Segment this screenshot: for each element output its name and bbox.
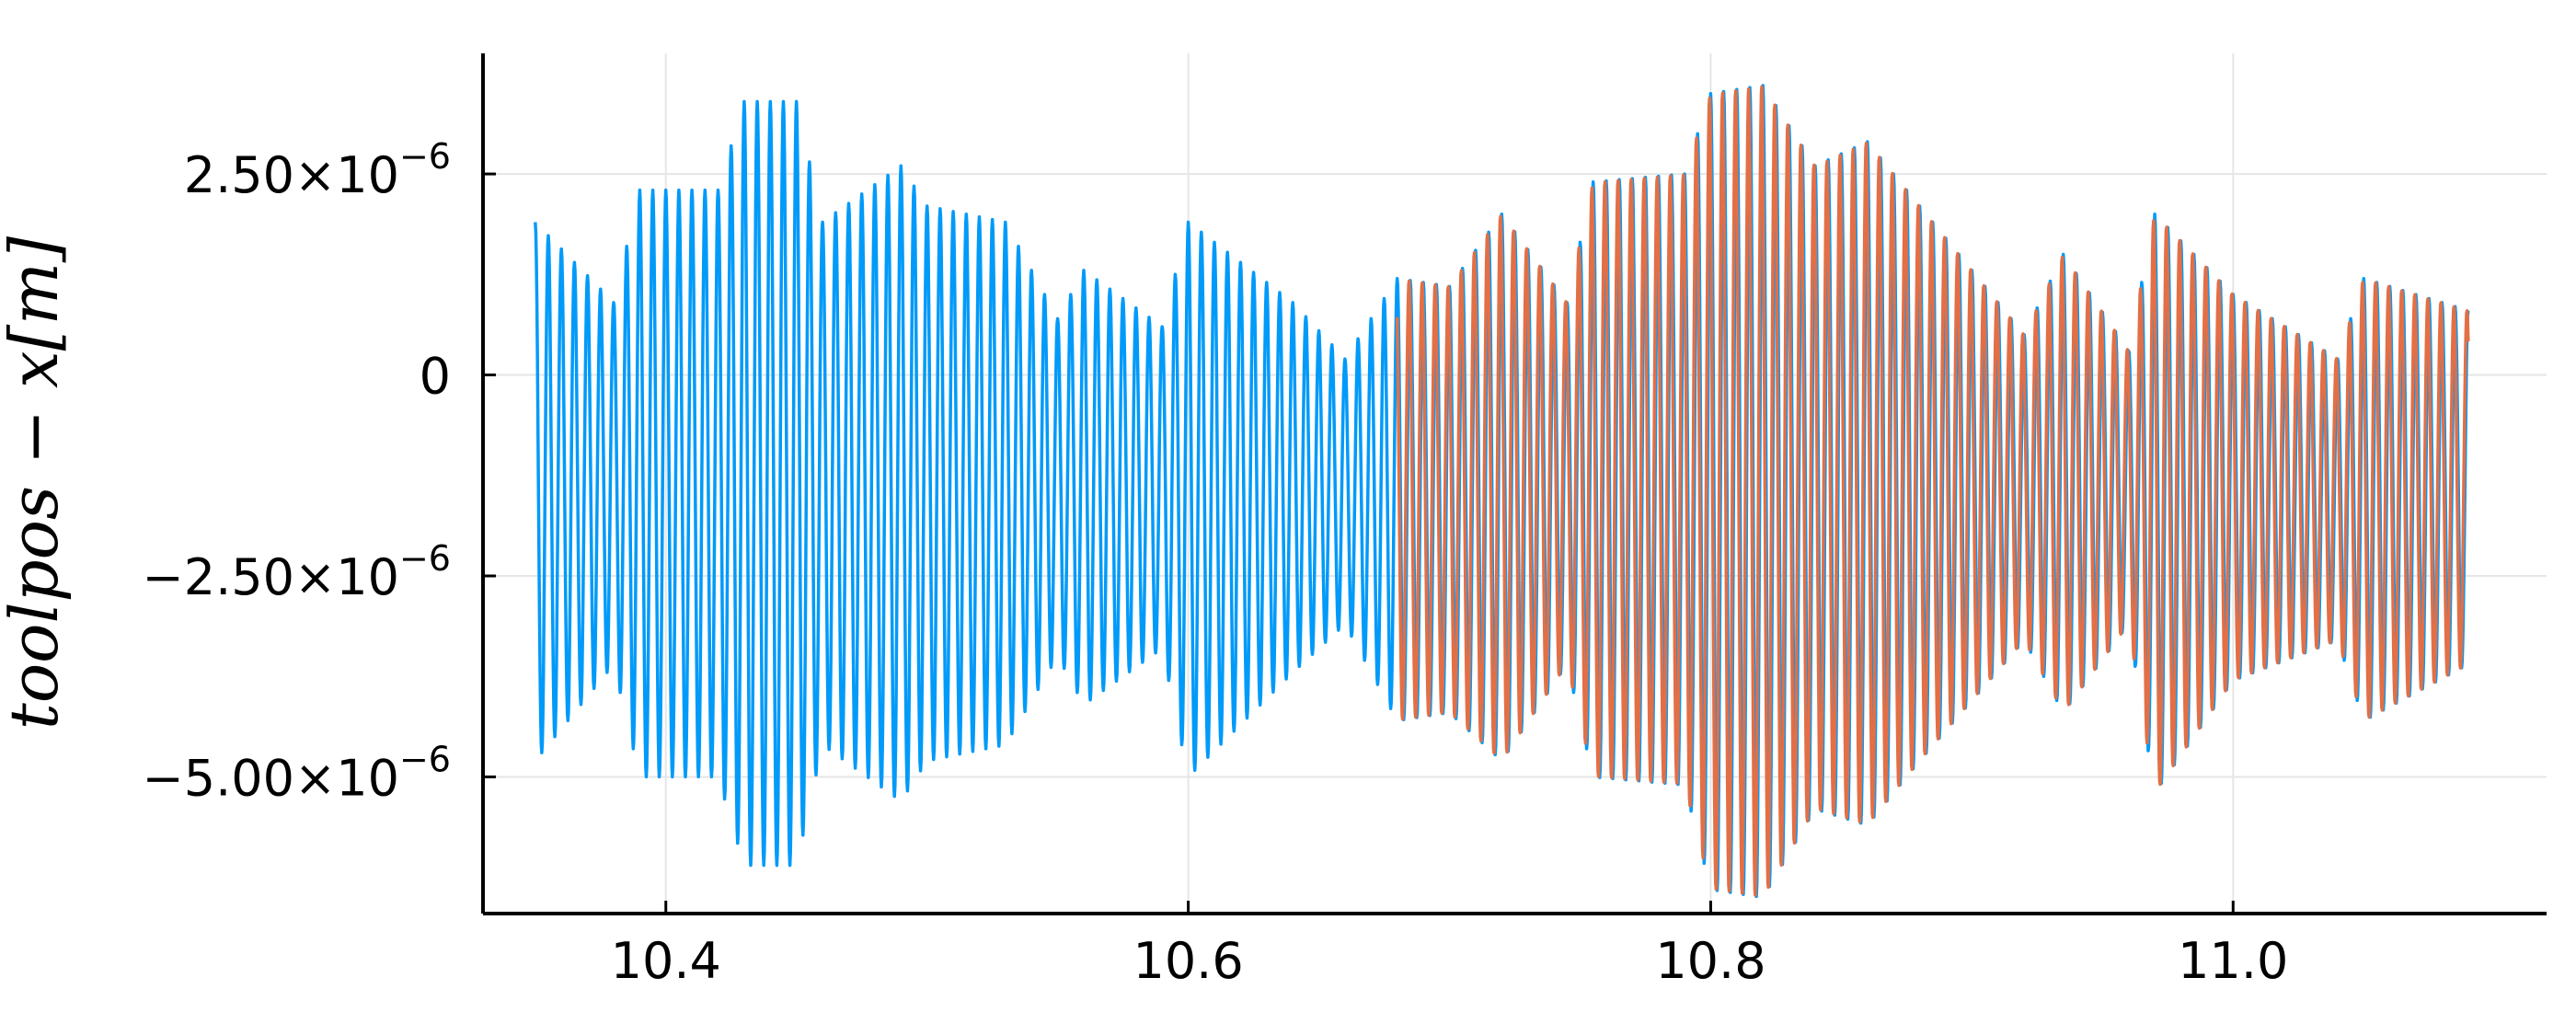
x-ticks: 10.4 10.6 10.8 11.0: [611, 901, 2288, 990]
x-tick-label: 11.0: [2178, 932, 2288, 990]
x-tick-label: 10.4: [611, 932, 721, 990]
y-tick-label: 0: [420, 348, 451, 406]
y-tick-label: −2.50×10−6: [143, 538, 451, 606]
x-tick-label: 10.6: [1133, 932, 1243, 990]
y-tick-label: −5.00×10−6: [143, 739, 451, 807]
series-layer: [534, 84, 2470, 899]
x-tick-label: 10.8: [1655, 932, 1765, 990]
series-line-2: [1395, 85, 2470, 897]
y-ticks: 2.50×10−6 0 −2.50×10−6 −5.00×10−6: [143, 136, 496, 807]
y-tick-label: 2.50×10−6: [184, 136, 451, 204]
y-axis-label: toolpos − x[m]: [0, 236, 73, 730]
